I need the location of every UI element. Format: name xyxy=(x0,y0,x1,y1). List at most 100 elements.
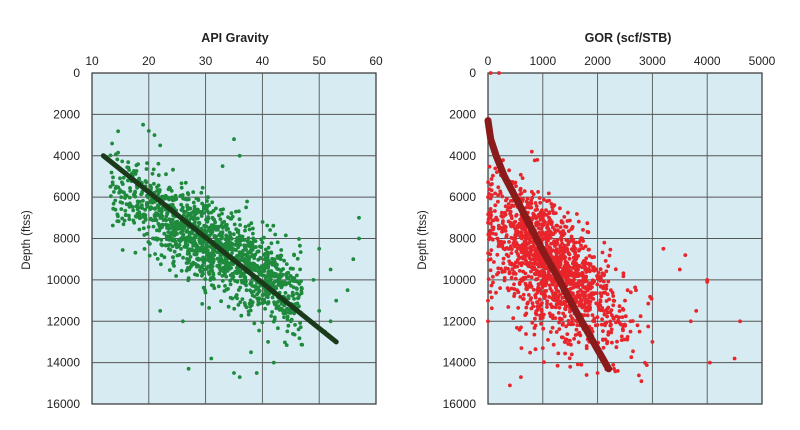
api-gravity-point xyxy=(167,247,171,251)
api-gravity-point xyxy=(259,265,264,269)
gor-point xyxy=(545,305,549,309)
gor-point xyxy=(552,203,557,208)
gor-point xyxy=(529,275,534,280)
gor-point xyxy=(566,210,570,215)
api-gravity-point xyxy=(250,300,255,305)
gor-point xyxy=(489,295,494,300)
api-gravity-point xyxy=(143,217,148,222)
gor-point xyxy=(577,263,582,268)
api-gravity-point xyxy=(218,253,223,258)
gor-point xyxy=(503,229,508,233)
gor-point xyxy=(572,336,576,341)
api-gravity-point xyxy=(193,234,198,238)
gor-point xyxy=(564,324,568,329)
api-gravity-point xyxy=(217,271,222,276)
gor-x-tick-label: 4000 xyxy=(694,54,721,68)
gor-point xyxy=(552,296,556,301)
api-gravity-point xyxy=(278,256,282,261)
api-gravity-point xyxy=(233,248,238,252)
gor-point xyxy=(548,273,552,278)
api-gravity-point xyxy=(188,255,193,259)
api-gravity-point xyxy=(127,195,132,200)
gor-point xyxy=(488,207,493,211)
api-gravity-point xyxy=(220,242,224,247)
api-gravity-point xyxy=(261,297,266,302)
gor-point xyxy=(488,215,493,220)
gor-x-ticks: 0 1000 2000 3000 4000 5000 xyxy=(485,54,776,68)
api-gravity-point xyxy=(179,268,184,273)
gor-point xyxy=(504,233,509,238)
gor-point xyxy=(496,244,501,249)
api-gravity-point xyxy=(257,289,262,293)
api-gravity-point xyxy=(249,221,254,226)
gor-point xyxy=(569,234,574,239)
api-gravity-point xyxy=(217,239,222,243)
api-gravity-point xyxy=(299,289,304,293)
gor-point xyxy=(557,305,562,310)
api-gravity-point xyxy=(191,260,196,265)
api-gravity-point xyxy=(159,262,163,267)
gor-point xyxy=(559,235,564,240)
api-gravity-point xyxy=(271,360,276,365)
gor-point xyxy=(488,231,492,235)
gor-point xyxy=(586,247,591,252)
gor-point xyxy=(530,301,535,305)
gor-point xyxy=(528,281,532,285)
gor-point xyxy=(598,298,603,303)
api-gravity-point xyxy=(209,356,214,361)
gor-point xyxy=(495,272,499,277)
api-gravity-point xyxy=(220,279,225,283)
gor-point xyxy=(543,277,548,282)
api-gravity-point xyxy=(235,255,240,260)
api-gravity-point xyxy=(233,242,237,247)
api-gravity-point xyxy=(206,270,211,275)
gor-point xyxy=(595,282,600,287)
api-gravity-point xyxy=(159,212,164,216)
gor-point xyxy=(508,246,513,251)
gor-point xyxy=(738,319,742,324)
gor-point xyxy=(529,149,534,154)
api-gravity-point xyxy=(265,301,270,306)
gor-point xyxy=(563,351,567,356)
api-gravity-point xyxy=(243,246,248,251)
gor-point xyxy=(550,325,555,330)
gor-point xyxy=(503,204,508,209)
api-gravity-point xyxy=(221,226,225,230)
gor-point xyxy=(520,176,525,181)
api-gravity-point xyxy=(222,272,227,277)
gor-point xyxy=(539,291,544,296)
gor-point xyxy=(491,274,495,279)
gor-point xyxy=(628,290,633,295)
api-gravity-point xyxy=(195,245,200,250)
gor-point xyxy=(575,212,579,216)
api-gravity-point xyxy=(275,254,280,259)
api-gravity-point xyxy=(164,237,169,242)
gor-point xyxy=(512,237,517,242)
api-gravity-point xyxy=(195,263,200,268)
gor-point xyxy=(498,286,502,290)
api-gravity-point xyxy=(237,153,242,158)
gor-point xyxy=(517,269,522,273)
gor-point xyxy=(576,219,581,224)
gor-point xyxy=(541,269,546,274)
gor-point xyxy=(608,247,613,252)
gor-point xyxy=(567,256,572,261)
api-gravity-point xyxy=(232,371,236,375)
gor-point xyxy=(562,243,567,248)
gor-point xyxy=(518,244,523,248)
api-gravity-point xyxy=(292,252,296,257)
gor-point xyxy=(570,266,575,270)
gor-point xyxy=(638,314,643,319)
api-gravity-point xyxy=(266,340,270,344)
api-gravity-point xyxy=(160,225,164,230)
api-gravity-point xyxy=(201,243,205,248)
gor-point xyxy=(538,313,542,318)
gor-point xyxy=(509,216,514,221)
gor-point xyxy=(610,313,614,318)
api-gravity-point xyxy=(167,217,172,222)
gor-point xyxy=(540,285,545,290)
gor-point xyxy=(572,277,576,282)
gor-point xyxy=(486,220,490,225)
gor-point xyxy=(494,232,498,237)
gor-point xyxy=(646,301,651,306)
